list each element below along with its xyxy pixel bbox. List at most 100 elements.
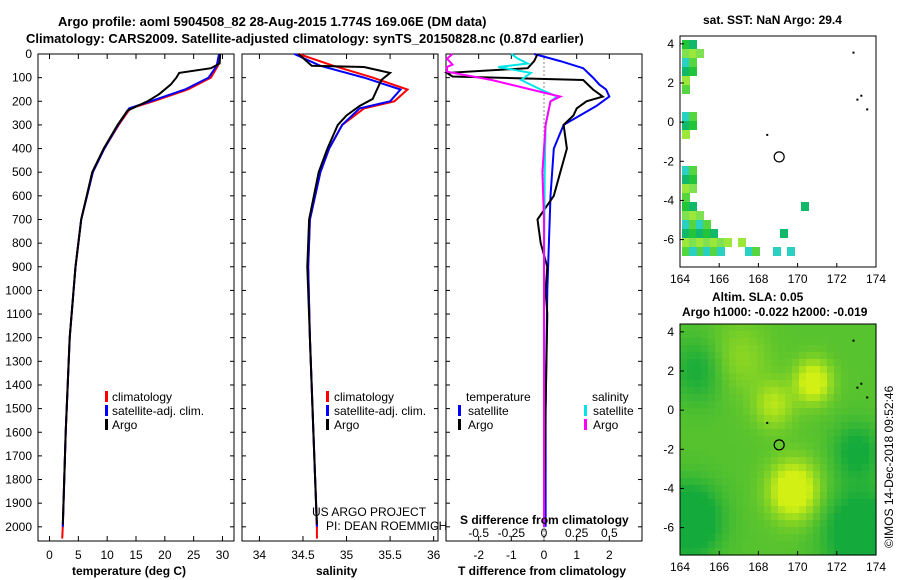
legend-swatch-satellite bbox=[105, 405, 108, 416]
sla-pixel bbox=[764, 436, 772, 444]
sla-pixel bbox=[792, 408, 800, 416]
sla-pixel bbox=[694, 366, 702, 374]
sla-pixel bbox=[701, 422, 709, 430]
sla-pixel bbox=[757, 429, 765, 437]
sla-pixel bbox=[694, 415, 702, 423]
sla-pixel bbox=[764, 345, 772, 353]
sla-pixel bbox=[848, 338, 856, 346]
sla-pixel bbox=[750, 485, 758, 493]
sla-pixel bbox=[855, 345, 863, 353]
sla-pixel bbox=[869, 513, 877, 521]
sla-pixel bbox=[785, 492, 793, 500]
sst-pixel bbox=[682, 184, 690, 193]
sla-pixel bbox=[722, 457, 730, 465]
sla-pixel bbox=[736, 520, 744, 528]
sla-pixel bbox=[792, 513, 800, 521]
sla-pixel bbox=[827, 457, 835, 465]
sla-pixel bbox=[736, 436, 744, 444]
sla-pixel bbox=[729, 359, 737, 367]
sla-pixel bbox=[813, 513, 821, 521]
depth-tick-label: 1900 bbox=[5, 496, 32, 510]
sla-pixel bbox=[764, 499, 772, 507]
sst-pixel bbox=[696, 220, 704, 229]
sla-pixel bbox=[799, 422, 807, 430]
sla-pixel bbox=[743, 520, 751, 528]
sla-pixel bbox=[771, 541, 779, 549]
sla-pixel bbox=[701, 485, 709, 493]
sla-pixel bbox=[708, 436, 716, 444]
sla-pixel bbox=[715, 401, 723, 409]
sla-pixel bbox=[806, 331, 814, 339]
sla-pixel bbox=[701, 457, 709, 465]
sla-pixel bbox=[708, 520, 716, 528]
sla-pixel bbox=[736, 359, 744, 367]
sla-pixel bbox=[743, 380, 751, 388]
sla-pixel bbox=[687, 492, 695, 500]
sla-pixel bbox=[694, 394, 702, 402]
sla-pixel bbox=[743, 499, 751, 507]
sla-pixel bbox=[799, 373, 807, 381]
sla-pixel bbox=[869, 506, 877, 514]
sla-pixel bbox=[715, 520, 723, 528]
sla-pixel bbox=[708, 345, 716, 353]
sla-pixel bbox=[771, 436, 779, 444]
depth-tick-label: 300 bbox=[12, 118, 32, 132]
sst-pixel bbox=[696, 229, 704, 238]
sla-pixel bbox=[820, 345, 828, 353]
sla-pixel bbox=[813, 478, 821, 486]
sla-pixel bbox=[799, 415, 807, 423]
sla-pixel bbox=[827, 345, 835, 353]
sla-pixel bbox=[743, 485, 751, 493]
sla-pixel bbox=[729, 443, 737, 451]
sla-pixel bbox=[813, 338, 821, 346]
sla-pixel bbox=[743, 534, 751, 542]
legend-label-s-satellite: satellite bbox=[593, 404, 634, 418]
sla-pixel bbox=[806, 527, 814, 535]
sla-pixel bbox=[834, 499, 842, 507]
sla-pixel bbox=[855, 513, 863, 521]
sla-pixel bbox=[743, 324, 751, 332]
sla-pixel bbox=[729, 499, 737, 507]
sla-pixel bbox=[708, 331, 716, 339]
sla-pixel bbox=[778, 534, 786, 542]
sla-pixel bbox=[715, 415, 723, 423]
sla-pixel bbox=[841, 443, 849, 451]
sla-pixel bbox=[841, 331, 849, 339]
sla-pixel bbox=[722, 345, 730, 353]
sla-pixel bbox=[855, 415, 863, 423]
sla-pixel bbox=[708, 422, 716, 430]
sla-pixel bbox=[869, 338, 877, 346]
map-y-tick-label: -4 bbox=[663, 193, 674, 207]
sla-pixel bbox=[687, 443, 695, 451]
map-x-tick-label: 172 bbox=[827, 560, 847, 574]
sla-pixel bbox=[869, 373, 877, 381]
sla-pixel bbox=[771, 513, 779, 521]
sla-pixel bbox=[694, 387, 702, 395]
sst-pixel bbox=[710, 229, 718, 238]
depth-tick-label: 1100 bbox=[6, 307, 32, 321]
sla-pixel bbox=[792, 548, 800, 556]
sla-pixel bbox=[827, 485, 835, 493]
sla-pixel bbox=[729, 548, 737, 556]
sst-pixel bbox=[682, 67, 690, 76]
sst-pixel bbox=[689, 112, 697, 121]
sla-pixel bbox=[848, 387, 856, 395]
sla-pixel bbox=[680, 499, 688, 507]
series-t-argo bbox=[443, 53, 606, 527]
depth-tick-label: 1500 bbox=[5, 402, 32, 416]
sla-pixel bbox=[827, 387, 835, 395]
sla-pixel bbox=[862, 359, 870, 367]
sla-pixel bbox=[848, 331, 856, 339]
sla-pixel bbox=[694, 506, 702, 514]
sla-pixel bbox=[729, 485, 737, 493]
sla-pixel bbox=[785, 408, 793, 416]
sla-pixel bbox=[820, 338, 828, 346]
sla-pixel bbox=[743, 366, 751, 374]
sla-pixel bbox=[799, 331, 807, 339]
sla-pixel bbox=[827, 492, 835, 500]
sla-pixel bbox=[785, 324, 793, 332]
sla-pixel bbox=[785, 387, 793, 395]
sla-pixel bbox=[680, 527, 688, 535]
sla-pixel bbox=[701, 534, 709, 542]
sla-pixel bbox=[708, 464, 716, 472]
